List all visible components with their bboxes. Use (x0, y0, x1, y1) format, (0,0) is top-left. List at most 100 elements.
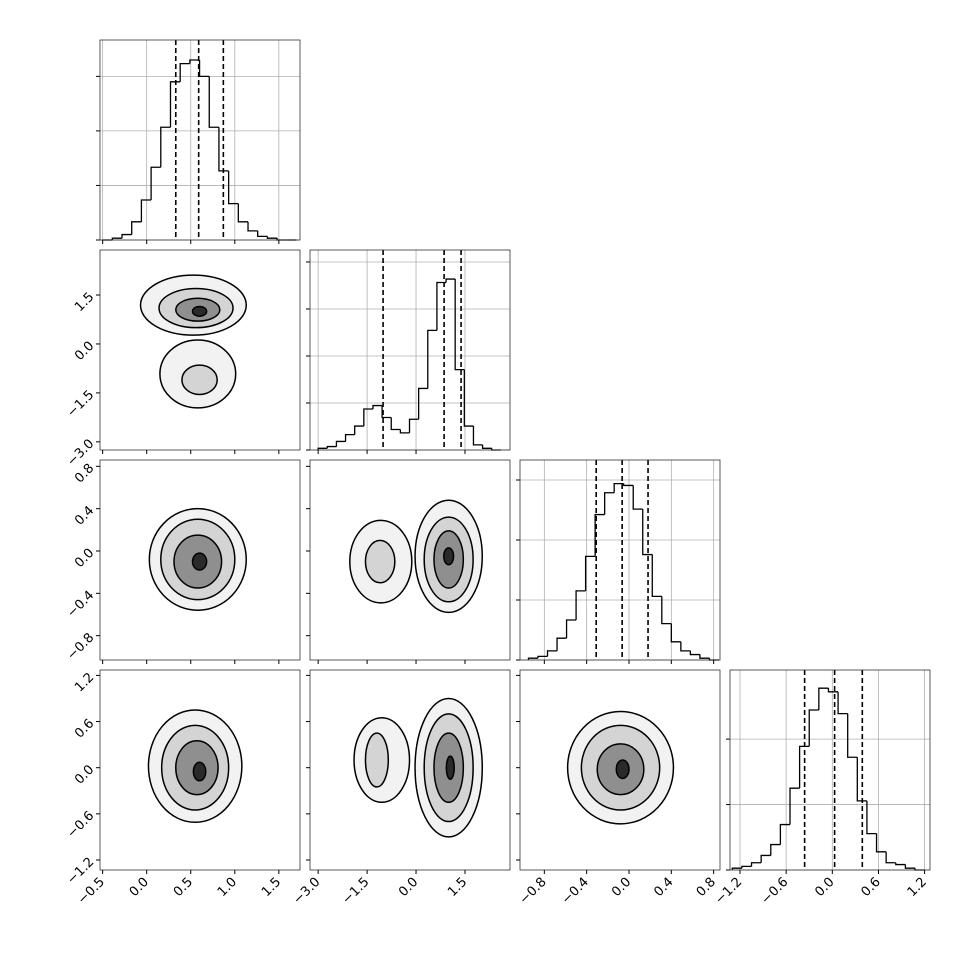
histogram-bin (354, 425, 364, 435)
panel-frame (519, 459, 721, 661)
x-tick-label: −3.0 (291, 875, 324, 908)
histogram-bin (741, 865, 752, 869)
histogram-bin (575, 590, 586, 620)
histogram-bin (472, 426, 483, 446)
histogram-bin (731, 867, 742, 870)
x-tick-label: 1.5 (445, 875, 470, 900)
y-tick-label: 0.0 (72, 762, 97, 787)
histogram-bin (247, 221, 258, 232)
histogram-bin (454, 279, 465, 371)
y-tick-label: −1.5 (64, 388, 97, 421)
histogram-bin (818, 687, 829, 710)
histogram-bin (760, 854, 771, 863)
panel-frame (309, 669, 511, 871)
contour (191, 552, 208, 571)
y-tick-label: −0.6 (64, 809, 97, 842)
histogram-bin (131, 221, 142, 235)
y-tick-label: 0.0 (72, 546, 97, 571)
histogram-bin (390, 417, 401, 431)
histogram-bin (463, 369, 474, 427)
histogram-bin (111, 237, 123, 240)
histogram-bin (179, 62, 190, 82)
histogram-bin (257, 230, 268, 238)
histogram-bin (527, 657, 538, 660)
histogram-bin (661, 596, 672, 625)
histogram-bin (363, 408, 373, 427)
histogram-bin (436, 281, 447, 331)
histogram-bin (651, 554, 662, 598)
histogram-bin (381, 405, 392, 419)
histogram-bin (770, 843, 781, 856)
histogram-bin (866, 800, 877, 835)
histogram-bin (427, 329, 437, 389)
histogram-bin (613, 482, 624, 493)
histogram-bin (408, 418, 419, 433)
contour (364, 539, 396, 584)
histogram-bin (847, 713, 858, 758)
histogram-bin (827, 688, 839, 693)
histogram-bin (798, 745, 810, 789)
histogram-bin (895, 862, 906, 866)
histogram-bin (266, 236, 278, 239)
x-tick-label: −0.8 (517, 875, 550, 908)
y-tick-label: 0.0 (72, 339, 97, 364)
histogram-bin (750, 862, 762, 867)
histogram-bin (789, 787, 800, 825)
histogram-bin (198, 60, 210, 78)
x-tick-label: 0.0 (812, 875, 837, 900)
histogram-bin (556, 637, 567, 651)
histogram-bin (546, 650, 558, 657)
x-tick-label: 1.0 (215, 875, 240, 900)
histogram-bin (594, 513, 605, 557)
histogram-bin (885, 851, 896, 864)
contour (615, 759, 630, 780)
histogram-bin (604, 492, 615, 515)
histogram-bin (160, 126, 171, 168)
panel-frame (99, 669, 301, 871)
x-tick-label: 1.2 (905, 875, 930, 900)
histogram-bin (140, 199, 152, 222)
histogram-bin (169, 81, 181, 128)
x-tick-label: −0.4 (559, 875, 592, 908)
panel-frame (309, 249, 511, 451)
histogram-bin (565, 619, 577, 639)
contour (192, 761, 207, 782)
x-tick-label: −1.5 (339, 875, 372, 908)
histogram-bin (642, 509, 653, 556)
histogram-bin (632, 485, 643, 510)
contour (364, 732, 390, 788)
histogram-bin (218, 127, 229, 172)
y-tick-label: 0.6 (72, 716, 97, 741)
x-tick-label: −1.2 (712, 875, 745, 908)
histogram-bin (537, 655, 548, 659)
histogram-bin (326, 445, 337, 449)
x-tick-label: −0.6 (759, 875, 792, 908)
x-tick-label: 0.0 (609, 875, 634, 900)
histogram-bin (623, 483, 634, 487)
histogram-bin (208, 76, 219, 128)
x-tick-label: 0.0 (127, 875, 152, 900)
histogram-bin (445, 278, 456, 283)
histogram-bin (344, 433, 355, 442)
y-tick-label: −3.0 (64, 437, 97, 470)
histogram-bin (779, 823, 790, 845)
y-tick-label: 1.2 (72, 670, 97, 695)
y-tick-label: 0.4 (72, 503, 97, 528)
x-tick-label: 0.6 (859, 875, 884, 900)
panel-frame (519, 669, 721, 871)
histogram-bin (680, 641, 691, 652)
panel-frame (309, 459, 511, 661)
histogram-bin (317, 447, 328, 450)
histogram-bin (837, 691, 848, 715)
panel-frame (729, 669, 931, 871)
histogram-bin (875, 833, 887, 853)
histogram-bin (808, 709, 819, 747)
contour (445, 755, 455, 780)
histogram-bin (689, 650, 700, 656)
y-tick-label: 1.5 (72, 290, 97, 315)
histogram-bin (399, 429, 410, 434)
histogram-bin (417, 387, 428, 420)
histogram-bin (584, 555, 596, 591)
contour (443, 547, 455, 566)
